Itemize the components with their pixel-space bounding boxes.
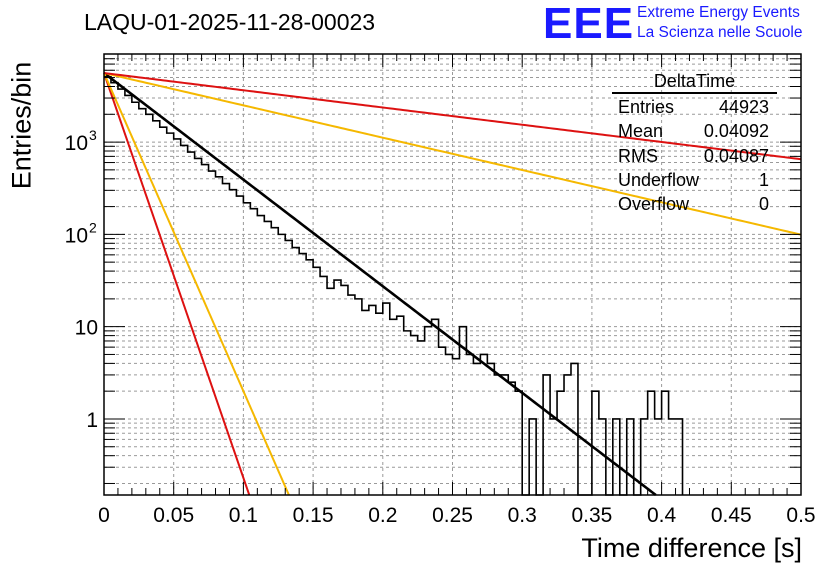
fit-curve-red-steep [103, 72, 251, 496]
stats-box: DeltaTime Entries 44923 Mean 0.04092 RMS 0.… [612, 70, 777, 216]
fit-curve-orange-shallow [103, 72, 802, 236]
stats-label: Entries [618, 97, 675, 117]
x-tick-label: 0.3 [508, 504, 537, 527]
y-tick-label: 1 [86, 409, 98, 432]
y-tick-label: 10 [75, 317, 98, 340]
logo-line-2: La Scienza nelle Scuole [637, 24, 803, 41]
y-tick-label: 10 [65, 224, 88, 247]
stats-row: Overflow 0 [612, 192, 777, 216]
chart-title: LAQU-01-2025-11-28-00023 [84, 9, 376, 35]
stats-value: 0 [758, 194, 769, 215]
x-tick-label: 0.5 [786, 504, 815, 527]
fit-curve-orange-steep [103, 72, 290, 496]
stats-row: RMS 0.04087 [612, 144, 777, 168]
logo-line-1: Extreme Energy Events [637, 4, 800, 21]
stats-box-title: DeltaTime [612, 70, 777, 94]
x-tick-label: 0.4 [647, 504, 677, 527]
eee-logo: EEE [543, 0, 635, 48]
x-tick-label: 0.05 [153, 504, 194, 527]
x-tick-label: 0.35 [571, 504, 612, 527]
stats-value: 0.04087 [703, 145, 769, 166]
y-tick-label: 10 [65, 132, 88, 155]
stats-label: Mean [618, 121, 664, 142]
stats-label: Underflow [618, 169, 700, 190]
fit-curve-red-shallow [103, 72, 802, 161]
fit-curve-fit [103, 71, 657, 497]
stats-value: 44923 [718, 97, 769, 117]
y-axis-label: Entries/bin [6, 61, 37, 190]
stats-row: Underflow 1 [612, 168, 777, 192]
stats-label: Overflow [618, 194, 690, 215]
x-tick-label: 0.45 [711, 504, 752, 527]
grid-lines [104, 54, 801, 495]
stats-value: 1 [758, 169, 769, 190]
y-tick-label-exponent: 2 [89, 219, 97, 235]
stats-value: 0.04092 [703, 121, 769, 142]
x-axis-label: Time difference [s] [581, 533, 802, 563]
y-tick-label-exponent: 3 [89, 127, 97, 143]
fit-curves [103, 71, 802, 497]
axes: 0 0.05 0.1 0.15 0.2 0.25 0.3 0.35 0.4 0.45 0.51101… [65, 53, 816, 527]
stats-label: RMS [618, 145, 658, 166]
stats-row: Mean 0.04092 [612, 119, 777, 143]
x-tick-label: 0 [98, 504, 110, 527]
x-tick-label: 0.2 [368, 504, 397, 527]
x-tick-label: 0.25 [432, 504, 473, 527]
x-tick-label: 0.15 [293, 504, 334, 527]
x-tick-label: 0.1 [229, 504, 258, 527]
stats-row: Entries 44923 [612, 95, 777, 119]
